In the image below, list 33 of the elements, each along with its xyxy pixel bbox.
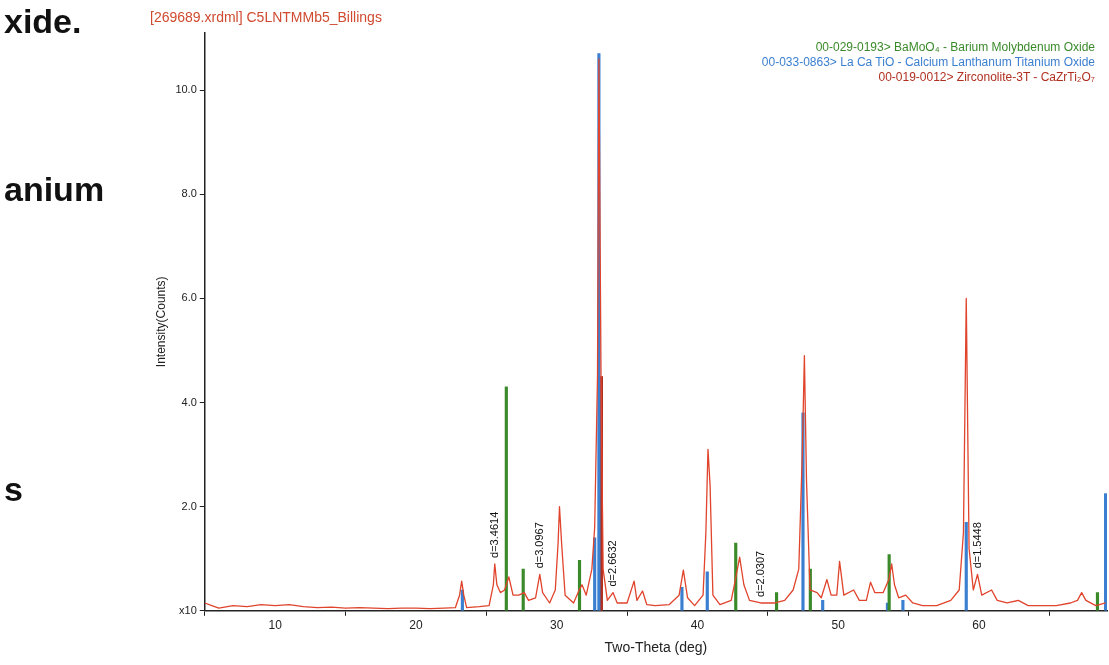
chart-title: [269689.xrdml] C5LNTMMb5_Billings bbox=[150, 9, 382, 26]
y-tick-label: 6.0 bbox=[181, 291, 197, 304]
bar bbox=[901, 600, 905, 611]
y-axis-title: Intensity(Counts) bbox=[153, 276, 168, 368]
text: 00-029-0193> BaMoO₄ - Barium Molybdenum Oxide bbox=[814, 40, 1095, 55]
x-tick-label: 50 bbox=[831, 618, 846, 633]
y-tick-label: 4.0 bbox=[181, 395, 197, 408]
bar bbox=[705, 571, 709, 611]
x-axis-title: Two-Theta (deg) bbox=[604, 639, 708, 656]
annotation: d=1.5448 bbox=[970, 522, 983, 569]
y-tick-label: x10 bbox=[179, 603, 197, 616]
text: s bbox=[4, 470, 23, 509]
x-tick-label: 20 bbox=[409, 618, 423, 633]
annotation: d=2.0307 bbox=[753, 550, 766, 597]
annotation: d=3.4614 bbox=[487, 511, 500, 558]
y-tick-label: 8.0 bbox=[181, 187, 197, 200]
bar bbox=[821, 600, 825, 611]
text: 00-019-0012> Zirconolite-3T - CaZrTi₂O₇ bbox=[877, 70, 1095, 85]
bar bbox=[964, 521, 968, 611]
text: anium bbox=[4, 170, 105, 209]
bar bbox=[1104, 493, 1107, 611]
text: 00-033-0863> La Ca TiO - Calcium Lanthanum Titanium Oxide bbox=[761, 55, 1095, 70]
annotation: d=2.6632 bbox=[606, 540, 619, 587]
x-tick-label: 60 bbox=[972, 618, 986, 633]
text: xide. bbox=[4, 2, 82, 41]
annotation: d=3.0967 bbox=[532, 522, 545, 569]
x-tick-label: 10 bbox=[268, 618, 283, 633]
x-tick-label: 40 bbox=[690, 618, 705, 633]
y-tick-label: 2.0 bbox=[181, 499, 197, 512]
x-tick-label: 30 bbox=[550, 618, 564, 633]
y-tick-label: 10.0 bbox=[175, 83, 197, 96]
bar bbox=[504, 386, 508, 611]
bar bbox=[680, 587, 684, 611]
